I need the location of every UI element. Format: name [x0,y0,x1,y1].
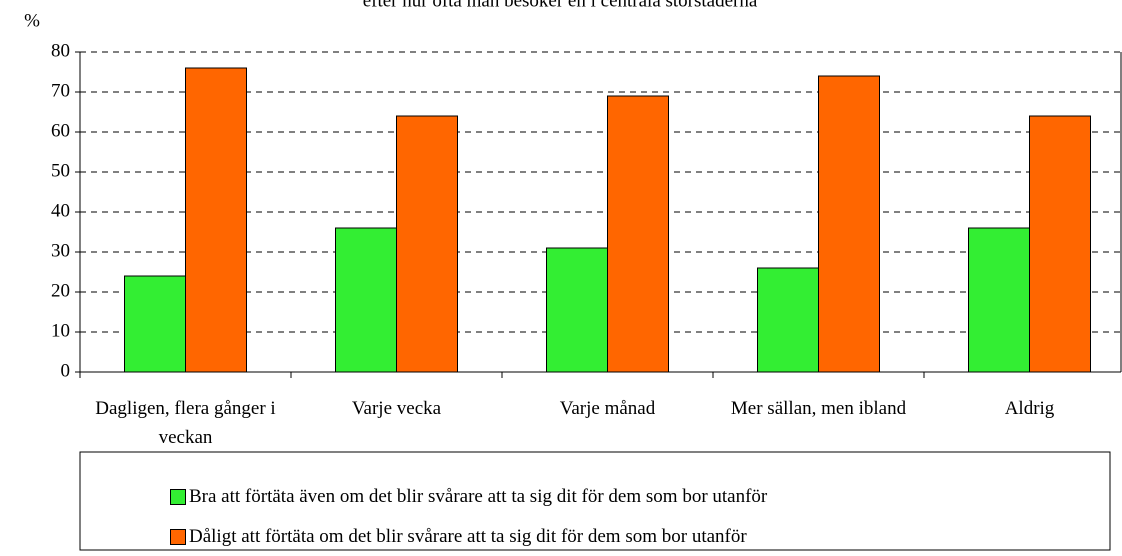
legend-label: Dåligt att förtäta om det blir svårare a… [189,526,747,547]
y-tick-label: 50 [51,160,70,181]
x-tick-label: Aldrig [1004,398,1055,419]
y-tick-label: 40 [51,200,70,221]
y-axis-label: % [24,10,40,31]
x-tick-label: Mer sällan, men ibland [730,398,907,419]
legend-swatch [170,529,186,545]
y-tick-label: 20 [51,280,70,301]
bar [968,227,1030,373]
bar [607,95,669,373]
bar [396,115,458,373]
y-tick-label: 70 [51,80,70,101]
y-tick-label: 10 [51,320,70,341]
bar [546,247,608,373]
y-tick-label: 80 [51,40,70,61]
legend-swatch [170,489,186,505]
x-tick-label: Varje månad [559,398,656,419]
chart-title: efter hur ofta man besöker en i centrala… [363,0,758,11]
bar [757,267,819,373]
bar [124,275,186,373]
legend-item: Bra att förtäta även om det blir svårare… [170,486,767,508]
legend-item: Dåligt att förtäta om det blir svårare a… [170,526,747,548]
bar [185,67,247,373]
y-tick-label: 30 [51,240,70,261]
bar [818,75,880,373]
y-tick-label: 0 [61,360,71,381]
legend-box [79,451,1111,551]
x-tick-label: Dagligen, flera gånger i veckan [95,398,276,448]
bar [335,227,397,373]
x-tick-label: Varje vecka [351,398,442,419]
y-tick-label: 60 [51,120,70,141]
bar [1029,115,1091,373]
legend-label: Bra att förtäta även om det blir svårare… [189,486,768,507]
